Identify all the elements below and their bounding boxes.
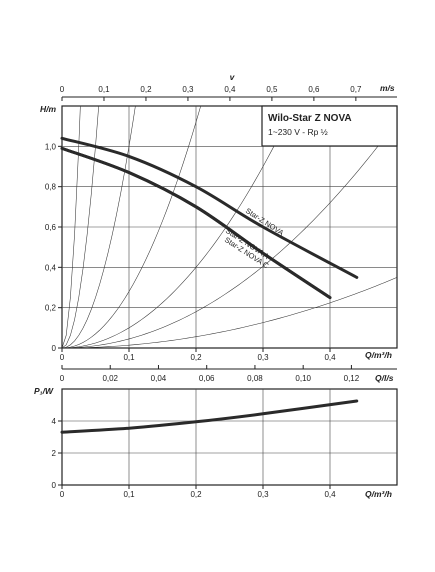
head-y-tick-label: 0,4 [45, 263, 57, 272]
flow-ls-tick-label: 0,12 [344, 374, 360, 383]
system-curves [61, 105, 398, 349]
velocity-tick-label: 0,4 [224, 85, 236, 94]
head-y-tick-label: 1,0 [45, 142, 57, 151]
head-x-tick-label: 0,2 [190, 353, 202, 362]
flow-ls-tick-label: 0,08 [247, 374, 263, 383]
title-box [261, 105, 398, 147]
power-x-tick-label: 0 [60, 490, 65, 499]
system-curve [61, 105, 99, 349]
velocity-tick-label: 0,3 [182, 85, 194, 94]
head-y-tick-label: 0,2 [45, 304, 57, 313]
velocity-tick-label: 0,1 [98, 85, 110, 94]
power-chart: 0 0,1 0,2 0,3 0,4 0 2 4 P₁/W Q/m³/h [34, 386, 398, 499]
series-line-nova-c [60, 146, 332, 300]
power-y-tick-label: 0 [52, 481, 57, 490]
power-y-tick-label: 4 [52, 417, 57, 426]
flow-ls-tick-label: 0 [60, 374, 65, 383]
head-x-tick-label: 0 [60, 353, 65, 362]
power-x-tick-label: 0,1 [123, 490, 135, 499]
system-curve [61, 105, 81, 349]
head-x-ticks: 0 0,1 0,2 0,3 0,4 [60, 348, 336, 362]
power-y-tick-label: 2 [52, 449, 57, 458]
head-y-ticks: 0 0,2 0,4 0,6 0,8 1,0 [45, 142, 62, 353]
flow-ls-axis: 0 0,02 0,04 0,06 0,08 0,10 0,12 Q/l/s [60, 365, 397, 383]
flow-ls-tick-label: 0,02 [102, 374, 118, 383]
head-y-tick-label: 0 [52, 344, 57, 353]
head-x-tick-label: 0,1 [123, 353, 135, 362]
power-x-tick-label: 0,3 [257, 490, 269, 499]
head-y-axis-label: H/m [40, 104, 57, 114]
power-x-ticks: 0 0,1 0,2 0,3 0,4 [60, 485, 336, 499]
velocity-tick-label: 0,6 [308, 85, 320, 94]
flow-ls-tick-label: 0,04 [151, 374, 167, 383]
velocity-tick-label: 0,2 [140, 85, 152, 94]
power-series [60, 399, 359, 434]
head-x-axis-label: Q/m³/h [365, 350, 392, 360]
flow-ls-axis-label: Q/l/s [375, 373, 394, 383]
flow-ls-ticks: 0 0,02 0,04 0,06 0,08 0,10 0,12 [60, 365, 360, 383]
chart-title: Wilo-Star Z NOVA [268, 113, 352, 124]
power-x-tick-label: 0,4 [324, 490, 336, 499]
system-curve [61, 277, 398, 349]
power-y-ticks: 0 2 4 [52, 417, 62, 490]
head-chart: 0 0,1 0,2 0,3 0,4 0,5 0,6 0,7 v m/s Wilo-Star Z… [40, 72, 398, 362]
flow-ls-tick-label: 0,06 [199, 374, 215, 383]
system-curve [61, 120, 398, 349]
head-x-tick-label: 0,3 [257, 353, 269, 362]
head-x-tick-label: 0,4 [324, 353, 336, 362]
head-y-tick-label: 0,8 [45, 183, 57, 192]
chart-subtitle: 1~230 V - Rp ½ [268, 127, 328, 137]
power-x-tick-label: 0,2 [190, 490, 202, 499]
velocity-axis-label: v [230, 72, 236, 82]
velocity-axis-unit: m/s [380, 83, 395, 93]
power-series-line [60, 399, 359, 434]
power-grid [62, 389, 397, 485]
power-y-axis-label: P₁/W [34, 386, 54, 396]
power-x-axis-label: Q/m³/h [365, 489, 392, 499]
system-curve [61, 105, 201, 349]
velocity-ticks: 0 0,1 0,2 0,3 0,4 0,5 0,6 0,7 [60, 85, 362, 101]
velocity-tick-label: 0,5 [266, 85, 278, 94]
power-plot-frame [61, 388, 398, 486]
series-line-nova [60, 136, 359, 279]
flow-ls-tick-label: 0,10 [295, 374, 311, 383]
head-series [60, 136, 359, 300]
series-label-nova: Star-Z NOVA [244, 206, 285, 237]
system-curve [61, 105, 295, 349]
head-y-tick-label: 0,6 [45, 223, 57, 232]
velocity-tick-label: 0 [60, 85, 65, 94]
velocity-tick-label: 0,7 [350, 85, 362, 94]
